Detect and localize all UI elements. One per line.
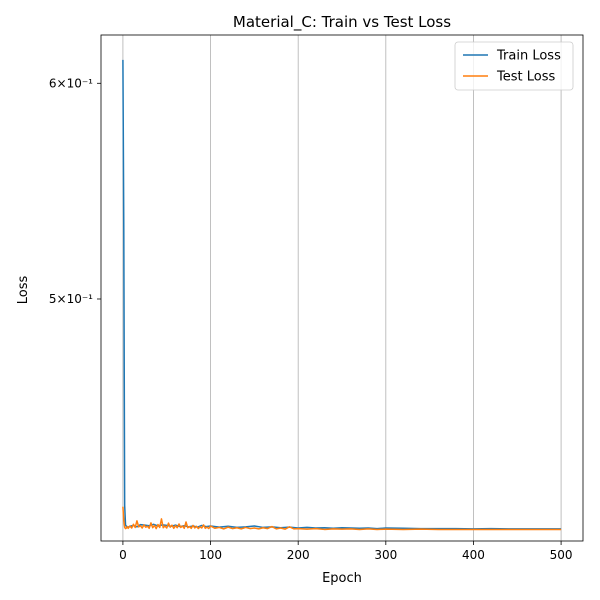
y-tick-label: 5×10⁻¹ — [49, 292, 93, 306]
plot-layer: 0 100 200 300 400 500 6×10⁻¹ 5×10⁻¹ Train Loss Te… — [49, 34, 584, 562]
x-tick-label: 300 — [374, 548, 397, 562]
legend-box — [454, 41, 574, 91]
x-tick-label: 0 — [119, 548, 127, 562]
legend: Train Loss Test Loss — [454, 41, 574, 91]
plot-frame — [100, 34, 584, 542]
x-tick-label: 200 — [287, 548, 310, 562]
legend-label: Test Loss — [496, 70, 555, 85]
y-tick-label: 6×10⁻¹ — [49, 76, 93, 90]
x-tick-label: 400 — [462, 548, 485, 562]
chart-title: Material_C: Train vs Test Loss — [233, 13, 451, 32]
x-axis-label: Epoch — [322, 571, 362, 586]
series-line-test-loss — [122, 506, 562, 531]
x-tick-label: 100 — [199, 548, 222, 562]
series-line-train-loss — [122, 59, 562, 530]
legend-label: Train Loss — [496, 49, 561, 64]
y-axis-label: Loss — [16, 276, 31, 305]
x-tick-label: 500 — [550, 548, 573, 562]
